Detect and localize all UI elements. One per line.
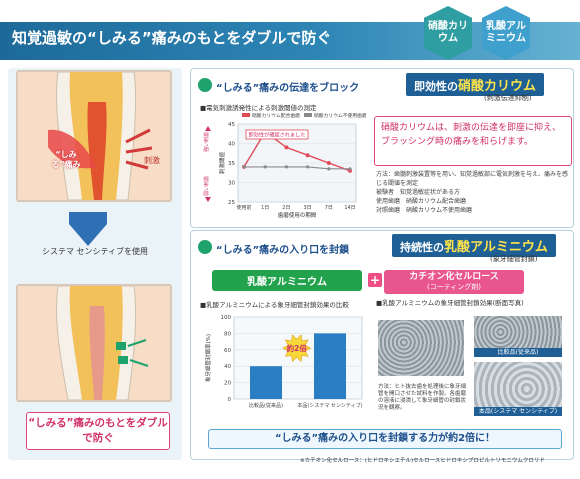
bar <box>314 333 346 399</box>
bar-chart: 0 20 40 60 80 100 象牙細管封鎖率(%) 比較品(従来品) 本品(システマ セン… <box>204 315 363 409</box>
shimiru-pain-label: “しみる”痛み <box>51 150 81 169</box>
ribbon-prefix: 即効性の <box>414 80 458 93</box>
series-line <box>244 166 350 170</box>
y-axis-label: 刺激閾値 <box>218 152 226 175</box>
arrow-down-icon <box>69 212 107 246</box>
ribbon-subtitle: (刺激伝達抑制) <box>484 94 532 102</box>
y-tick-label: 30 <box>228 181 235 187</box>
potassium-description: 硝酸カリウムは、刺激の伝達を即座に抑え、ブラッシング時の痛みを和らげます。 <box>374 116 572 166</box>
micro-title: ■乳酸アルミニウムの象牙細管封鎖効果(断面写真) <box>376 299 524 307</box>
tooth-pain-icon <box>18 72 170 200</box>
data-point <box>306 165 310 169</box>
chart-annotation: 約2倍 <box>287 343 308 353</box>
data-point <box>242 165 246 169</box>
y-tick-label: 20 <box>224 381 231 387</box>
method-note: 使用歯磨 硝酸カリウム配合歯磨 <box>376 198 467 205</box>
data-point <box>326 161 331 165</box>
x-tick-label: 1日 <box>261 205 269 211</box>
badge-aluminum-lactate: 乳酸アルミニウム <box>482 6 530 60</box>
x-tick-label: 比較品(従来品) <box>249 402 283 409</box>
double-protection-callout: “しみる”痛みのもとをダブルで防ぐ <box>26 412 170 450</box>
ribbon-aluminum-lactate: 持続性の乳酸アルミニウム <box>392 234 556 257</box>
ribbon-prefix: 持続性の <box>400 241 444 254</box>
y-axis-label: 象牙細管封鎖率(%) <box>204 334 212 382</box>
tooth-illustration-pain <box>16 70 172 202</box>
x-tick-label: 7日 <box>325 205 333 211</box>
x-tick-label: 2日 <box>282 205 290 211</box>
x-tick-label: 14日 <box>344 205 355 211</box>
ribbon-potassium-nitrate: 即効性の硝酸カリウム <box>406 73 545 96</box>
data-point <box>327 167 331 171</box>
summary-banner: “しみる”痛みの入り口を封鎖する力が約2倍に！ <box>208 429 562 449</box>
y-tick-label: 80 <box>224 331 231 337</box>
method-note: 方法：歯髄刺激装置等を用い、知覚過敏部に電気刺激を与え、痛みを感じる閾値を測定 <box>376 171 569 187</box>
micro-method-note: 方法：ヒト抜去歯を処理後に象牙細管を開口させた試料を作製。各歯磨の溶液に浸漬して… <box>378 384 467 411</box>
axis-annotation-strong: 強い刺激 <box>203 132 210 152</box>
annotation-box <box>245 129 309 140</box>
y-tick-label: 100 <box>221 315 232 321</box>
ribbon-highlight: 硝酸カリウム <box>458 79 537 94</box>
section-bullet-icon <box>198 78 212 92</box>
y-tick-label: 40 <box>224 364 231 370</box>
data-point <box>284 165 288 169</box>
y-tick-label: 25 <box>228 200 235 206</box>
footnote: ※カチオン化セルロース：(ヒドロキシエチル)セルロースヒドロキシプロピルトリモニ… <box>300 458 545 464</box>
badge-potassium-nitrate: 硝酸カリウム <box>424 6 472 60</box>
y-tick-label: 35 <box>228 161 235 167</box>
stimulus-label: 刺激 <box>144 156 160 165</box>
legend-label: 硝酸カリウム配合歯磨 <box>252 112 300 119</box>
data-point <box>263 165 267 169</box>
potassium-method-notes: 方法：歯髄刺激装置等を用い、知覚過敏部に電気刺激を与え、痛みを感じる閾値を測定 … <box>376 170 572 215</box>
method-note: 被験者 知覚過敏症状がある方 <box>376 189 461 196</box>
x-tick-label: 3日 <box>304 205 312 211</box>
micrograph-before <box>378 320 464 376</box>
x-tick-label: 使用前 <box>236 204 251 211</box>
tooth-illustration-protected <box>16 284 172 402</box>
plus-icon: + <box>368 273 382 287</box>
using-systema-label: システマ センシティブを使用 <box>41 247 149 256</box>
micro-label-comparison: 比較品(従来品) <box>474 348 562 357</box>
data-point <box>284 145 289 150</box>
chart-annotation: 即効性が確認されました <box>248 131 305 139</box>
ribbon-highlight: 乳酸アルミニウム <box>444 240 548 255</box>
data-point <box>305 153 310 158</box>
section-bullet-icon <box>198 240 212 254</box>
line-chart-title: ■電気刺激誘発性による刺激閾値の測定 <box>200 104 317 112</box>
x-tick-label: 本品(システマ センシティブ) <box>297 402 362 409</box>
y-tick-label: 0 <box>228 397 232 403</box>
cationic-cellulose-pill: カチオン化セルロース (コーティング剤) <box>384 270 524 294</box>
cation-sub: (コーティング剤) <box>426 283 482 291</box>
axis-annotation-weak: 弱い刺激 <box>203 176 210 196</box>
x-axis-label: 歯磨使用の期間 <box>278 211 317 219</box>
bar <box>250 366 282 399</box>
section-title-seal: “しみる”痛みの入り口を封鎖 <box>216 245 350 256</box>
tooth-protected-icon <box>18 286 170 400</box>
micro-label-product: 本品(システマ センシティブ) <box>474 407 562 416</box>
y-tick-label: 60 <box>224 348 231 354</box>
legend-label: 硝酸カリウム不使用歯磨 <box>314 112 366 119</box>
cation-main: カチオン化セルロース <box>409 272 499 282</box>
legend-swatch <box>242 113 250 117</box>
y-tick-label: 40 <box>228 142 235 148</box>
data-point <box>348 167 352 171</box>
bar-chart-title: ■乳酸アルミニウムによる象牙細管封鎖効果の比較 <box>200 301 349 309</box>
aluminum-lactate-pill: 乳酸アルミニウム <box>212 270 362 291</box>
section-title-block: “しみる”痛みの伝達をブロック <box>216 83 360 94</box>
y-tick-label: 45 <box>228 122 235 128</box>
page-title: 知覚過敏の“しみる”痛みのもとをダブルで防ぐ <box>12 29 332 47</box>
starburst-icon <box>282 334 312 363</box>
method-note: 対照歯磨 硝酸カリウム不使用歯磨 <box>376 207 473 214</box>
ribbon-subtitle: (象牙細管封鎖) <box>490 255 538 263</box>
legend-swatch <box>304 113 312 117</box>
